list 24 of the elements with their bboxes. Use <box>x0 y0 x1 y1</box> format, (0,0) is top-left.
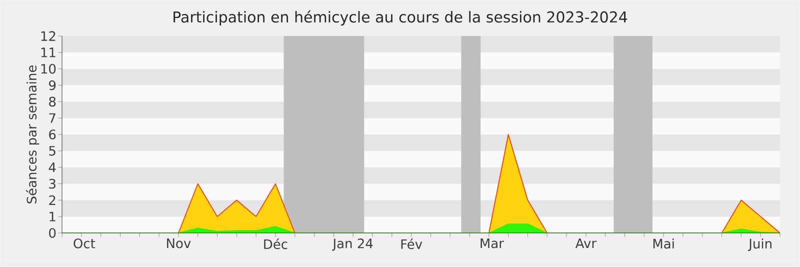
x-tick-label: Fév <box>401 238 422 250</box>
y-tick-label: 0 <box>49 228 56 238</box>
y-tick-label: 12 <box>41 31 56 41</box>
y-tick-label: 7 <box>49 113 56 123</box>
y-axis-title: Séances par semaine <box>26 65 40 204</box>
x-tick-label: Juin <box>748 238 772 251</box>
x-tick-label: Nov <box>167 238 191 248</box>
y-tick-label: 6 <box>49 130 56 140</box>
y-tick-label: 4 <box>48 162 56 172</box>
y-tick-label: 11 <box>41 48 56 58</box>
x-tick-label: Avr <box>575 238 597 248</box>
x-tick-label: Jan 24 <box>332 238 373 251</box>
x-tick-label: Déc <box>264 238 288 250</box>
x-tick-label: Mar <box>480 238 504 248</box>
x-tick-label: Mai <box>653 238 674 249</box>
chart-title: Participation en hémicycle au cours de la session 2023-2024 <box>174 10 628 26</box>
y-tick-label: 5 <box>49 146 56 156</box>
y-tick-label: 10 <box>41 64 56 74</box>
y-tick-label: 2 <box>49 195 56 205</box>
x-tick-label: Oct <box>74 238 96 248</box>
y-tick-label: 9 <box>49 80 56 90</box>
y-tick-label: 3 <box>49 178 56 189</box>
y-tick-label: 8 <box>49 96 56 107</box>
y-tick-label: 1 <box>50 212 56 222</box>
